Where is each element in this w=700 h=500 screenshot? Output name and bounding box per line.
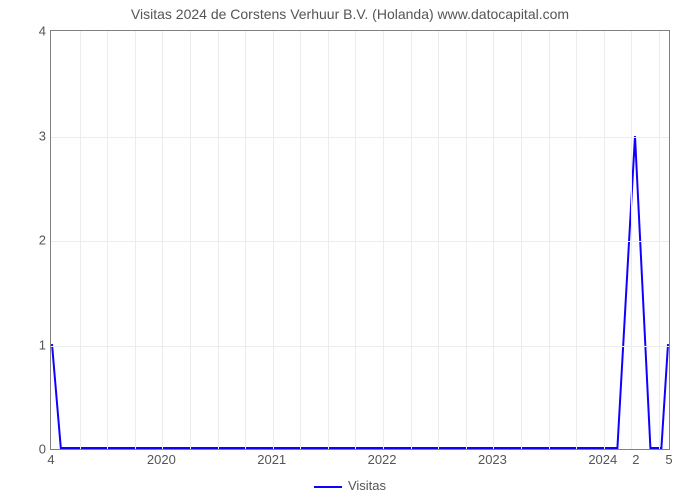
- y-tick-label: 2: [6, 233, 46, 248]
- gridline-v-major: [273, 31, 274, 449]
- x-tick-label: 2021: [257, 452, 286, 467]
- y-tick-label: 4: [6, 24, 46, 39]
- gridline-v-minor: [659, 31, 660, 449]
- x-extra-label: 2: [632, 452, 639, 467]
- gridline-v-major: [162, 31, 163, 449]
- y-tick-label: 3: [6, 128, 46, 143]
- gridline-v-minor: [411, 31, 412, 449]
- x-tick-label: 2020: [147, 452, 176, 467]
- legend-label: Visitas: [348, 478, 386, 493]
- gridline-v-minor: [576, 31, 577, 449]
- gridline-v-minor: [438, 31, 439, 449]
- gridline-v-minor: [631, 31, 632, 449]
- y-tick-label: 1: [6, 337, 46, 352]
- x-extra-label: 4: [47, 452, 54, 467]
- legend-swatch: [314, 486, 342, 488]
- legend: Visitas: [0, 478, 700, 493]
- gridline-v-minor: [300, 31, 301, 449]
- gridline-v-major: [383, 31, 384, 449]
- gridline-v-minor: [355, 31, 356, 449]
- gridline-v-minor: [245, 31, 246, 449]
- gridline-v-minor: [466, 31, 467, 449]
- gridline-v-minor: [190, 31, 191, 449]
- x-tick-label: 2023: [478, 452, 507, 467]
- gridline-v-major: [604, 31, 605, 449]
- gridline-v-minor: [135, 31, 136, 449]
- plot-area: [50, 30, 670, 450]
- chart-title: Visitas 2024 de Corstens Verhuur B.V. (H…: [0, 6, 700, 22]
- y-tick-label: 0: [6, 442, 46, 457]
- x-tick-label: 2024: [588, 452, 617, 467]
- gridline-v-minor: [80, 31, 81, 449]
- gridline-v-minor: [328, 31, 329, 449]
- x-tick-label: 2022: [368, 452, 397, 467]
- x-extra-label: 5: [665, 452, 672, 467]
- gridline-v-minor: [218, 31, 219, 449]
- chart-container: Visitas 2024 de Corstens Verhuur B.V. (H…: [0, 0, 700, 500]
- gridline-v-minor: [107, 31, 108, 449]
- gridline-v-minor: [549, 31, 550, 449]
- gridline-v-major: [493, 31, 494, 449]
- gridline-v-minor: [521, 31, 522, 449]
